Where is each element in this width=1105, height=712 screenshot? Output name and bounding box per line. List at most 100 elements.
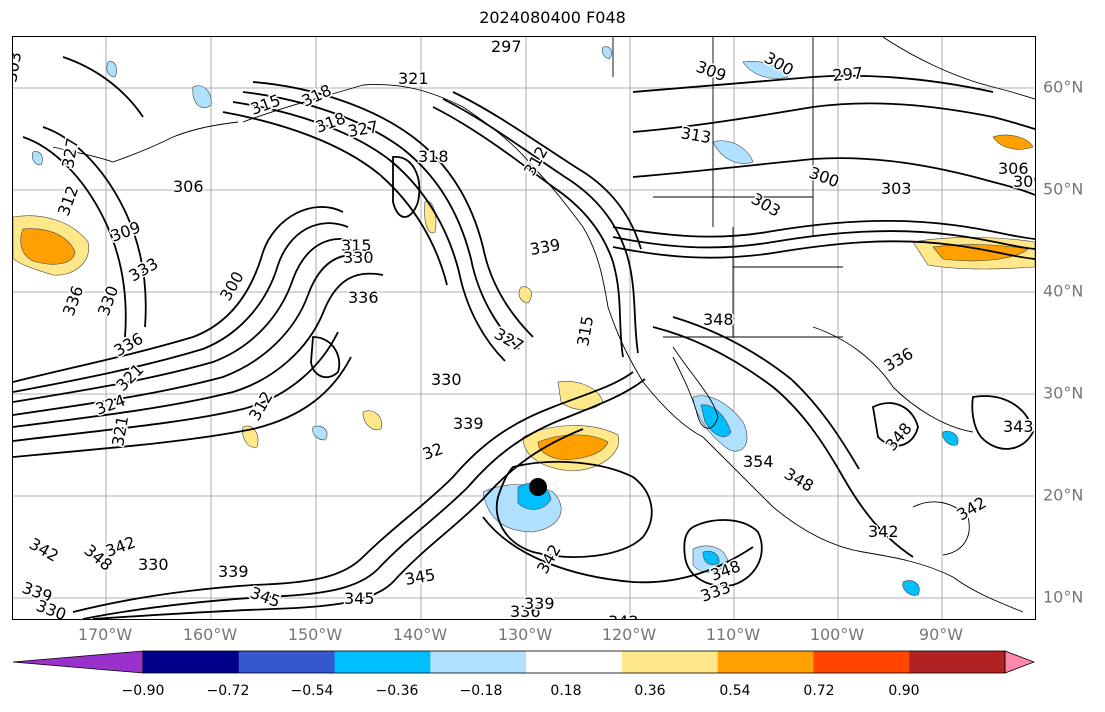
omega-shading <box>13 46 1035 596</box>
contour-label: 306 <box>998 159 1029 178</box>
contour-label: 315 <box>341 236 372 255</box>
lon-label-120w: 120°W <box>601 625 657 644</box>
contour-label: 303 <box>13 50 25 83</box>
contour-label: 306 <box>173 177 204 196</box>
colorbar-tick-label: −0.90 <box>121 683 165 699</box>
contour-label: 330 <box>431 370 462 389</box>
colorbar-tick-label: 0.90 <box>888 683 920 699</box>
contour-label: 345 <box>248 583 283 611</box>
lon-label-150w: 150°W <box>287 625 343 644</box>
contour-label: 336 <box>881 344 917 376</box>
colorbar-bin <box>430 651 527 673</box>
colorbar-extend-high <box>1004 650 1036 674</box>
lat-label-30n: 30°N <box>1043 383 1084 403</box>
lat-label-50n: 50°N <box>1043 179 1084 199</box>
contour-label: 342 <box>533 541 565 577</box>
colorbar-bin <box>238 651 336 673</box>
contour-label: 32 <box>420 439 446 464</box>
map-panel: 297 321 327 309 300 297 303 315 318 318 318 313 312 3… <box>12 36 1036 620</box>
contour-label: 336 <box>59 283 87 318</box>
contour-label: 343 <box>1003 417 1034 436</box>
colorbar-tick-label: −0.18 <box>459 683 503 699</box>
colorbar-tick-label: 0.18 <box>550 683 582 699</box>
contour-label: 333 <box>126 254 162 286</box>
lat-label-40n: 40°N <box>1043 281 1084 301</box>
colorbar-extend-low <box>12 650 144 674</box>
lon-label-110w: 110°W <box>705 625 761 644</box>
colorbar-bin <box>526 651 623 673</box>
contour-label: 345 <box>403 565 436 589</box>
contour-label: 313 <box>679 123 712 147</box>
lon-label-170w: 170°W <box>77 625 133 644</box>
colorbar-bin <box>621 651 719 673</box>
contour-label: 342 <box>26 534 62 566</box>
colorbar-bin <box>909 651 1006 673</box>
contour-label: 354 <box>743 452 774 471</box>
contour-label: 297 <box>491 37 522 56</box>
map-title: 2024080400 F048 <box>479 8 626 27</box>
contour-label: 336 <box>111 329 147 361</box>
lat-label-20n: 20°N <box>1043 485 1084 505</box>
contour-label: 336 <box>348 288 379 307</box>
colorbar-outline <box>142 650 1006 674</box>
contour-label: 315 <box>248 90 283 118</box>
contour-label: 339 <box>524 594 555 613</box>
contour-label: 321 <box>398 69 429 88</box>
coastlines <box>52 37 1035 613</box>
height-contours <box>13 56 1035 619</box>
contour-label: 330 <box>343 248 374 267</box>
contour-label: 348 <box>703 310 734 329</box>
lon-label-160w: 160°W <box>182 625 238 644</box>
colorbar-tick-label: 0.54 <box>719 683 751 699</box>
contour-label: 303 <box>881 179 912 198</box>
contour-label: 348 <box>781 464 817 496</box>
contour-label: 342 <box>954 493 990 525</box>
colorbar <box>12 650 1036 674</box>
contour-label: 324 <box>93 390 128 418</box>
lon-label-140w: 140°W <box>392 625 448 644</box>
contour-label: 339 <box>218 562 249 581</box>
contour-label: 339 <box>453 414 484 433</box>
colorbar-bin <box>813 651 910 673</box>
contour-label: 342 <box>608 612 639 619</box>
contour-label: 312 <box>54 183 82 218</box>
contour-label: 309 <box>108 217 143 245</box>
colorbar-tick-label: −0.54 <box>290 683 334 699</box>
contour-label: 309 <box>694 57 729 85</box>
lat-label-10n: 10°N <box>1043 587 1084 607</box>
colorbar-tick-label: 0.36 <box>634 683 666 699</box>
contour-label: 312 <box>245 388 277 424</box>
lon-label-130w: 130°W <box>497 625 553 644</box>
contour-label: 297 <box>832 63 864 85</box>
contour-label: 336 <box>510 602 541 619</box>
colorbar-tick-label: −0.36 <box>375 683 419 699</box>
lon-label-100w: 100°W <box>809 625 865 644</box>
contour-label: 303 <box>748 189 784 221</box>
lat-label-60n: 60°N <box>1043 77 1084 97</box>
contour-label: 342 <box>103 532 138 560</box>
contour-label: 318 <box>418 147 449 166</box>
colorbar-segments <box>12 650 1036 674</box>
colorbar-bin <box>143 651 240 673</box>
lon-label-90w: 90°W <box>918 625 964 644</box>
contour-label: 315 <box>573 314 597 347</box>
colorbar-tick-label: 0.72 <box>803 683 835 699</box>
contour-label: 327 <box>346 117 379 141</box>
contour-label: 342 <box>868 522 899 541</box>
contour-label: 330 <box>94 283 122 318</box>
contour-label: 318 <box>299 80 335 110</box>
colorbar-tick-label: −0.72 <box>206 683 250 699</box>
colorbar-bin <box>334 651 431 673</box>
contour-label: 339 <box>528 235 561 259</box>
colorbar-bin <box>717 651 814 673</box>
contour-label: 300 <box>807 163 842 191</box>
contour-label: 300 <box>216 268 248 304</box>
contour-label: 309 <box>1013 172 1035 191</box>
contour-label: 321 <box>108 414 132 447</box>
contour-label: 330 <box>34 596 69 619</box>
contour-label: 345 <box>344 589 375 608</box>
contour-label: 330 <box>138 555 169 574</box>
contour-label: 327 <box>58 136 82 169</box>
contour-label: 348 <box>882 419 916 455</box>
